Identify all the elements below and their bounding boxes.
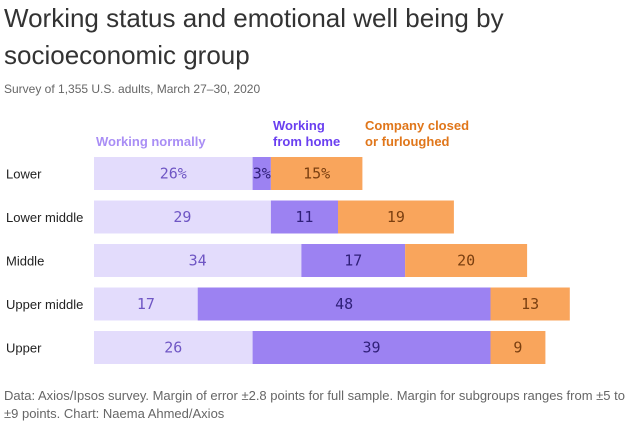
- bar-segment: [301, 244, 406, 277]
- data-label: 9: [513, 339, 522, 357]
- data-label: 13: [521, 295, 539, 313]
- bar-segment: [94, 287, 198, 321]
- chart-title: Working status and emotional well being …: [4, 3, 504, 70]
- data-label: 20: [457, 252, 475, 270]
- chart-source-note: Data: Axios/Ipsos survey. Margin of erro…: [4, 388, 625, 421]
- bar-segment: [252, 331, 491, 364]
- bar-segment: [270, 157, 363, 190]
- bar-segment: [94, 200, 271, 234]
- category-label: Upper: [6, 341, 42, 356]
- bar-segment: [252, 157, 271, 190]
- data-label: 17: [344, 252, 362, 270]
- data-label: 15%: [303, 165, 330, 183]
- bar-segment: [490, 331, 546, 364]
- data-label: 19: [387, 208, 405, 226]
- category-label: Upper middle: [6, 297, 83, 312]
- legend-entry: Company closed: [365, 118, 469, 133]
- chart-subtitle: Survey of 1,355 U.S. adults, March 27–30…: [4, 82, 261, 96]
- bar-segment: [490, 287, 570, 321]
- data-label: 48: [335, 295, 353, 313]
- bar-segment: [94, 331, 253, 364]
- bar-segment: [197, 287, 491, 321]
- bar-segment: [338, 200, 454, 234]
- data-label: 34: [189, 252, 207, 270]
- legend-entry: Working normally: [96, 134, 206, 149]
- bar-segment: [94, 244, 302, 277]
- legend-entry: from home: [273, 134, 340, 149]
- data-label: 29: [173, 208, 191, 226]
- bar-segment: [270, 200, 338, 234]
- data-label: 11: [295, 208, 313, 226]
- category-label: Lower middle: [6, 210, 83, 225]
- data-label: 26: [164, 339, 182, 357]
- bar-segment: [405, 244, 528, 277]
- bar-segment: [94, 157, 253, 190]
- data-label: 17: [137, 295, 155, 313]
- legend-entry: Working: [273, 118, 325, 133]
- category-label: Middle: [6, 254, 44, 269]
- data-label: 26%: [160, 165, 187, 183]
- data-label: 39: [363, 339, 381, 357]
- data-label: 3%: [253, 165, 271, 183]
- legend-entry: or furloughed: [365, 134, 450, 149]
- category-label: Lower: [6, 167, 42, 182]
